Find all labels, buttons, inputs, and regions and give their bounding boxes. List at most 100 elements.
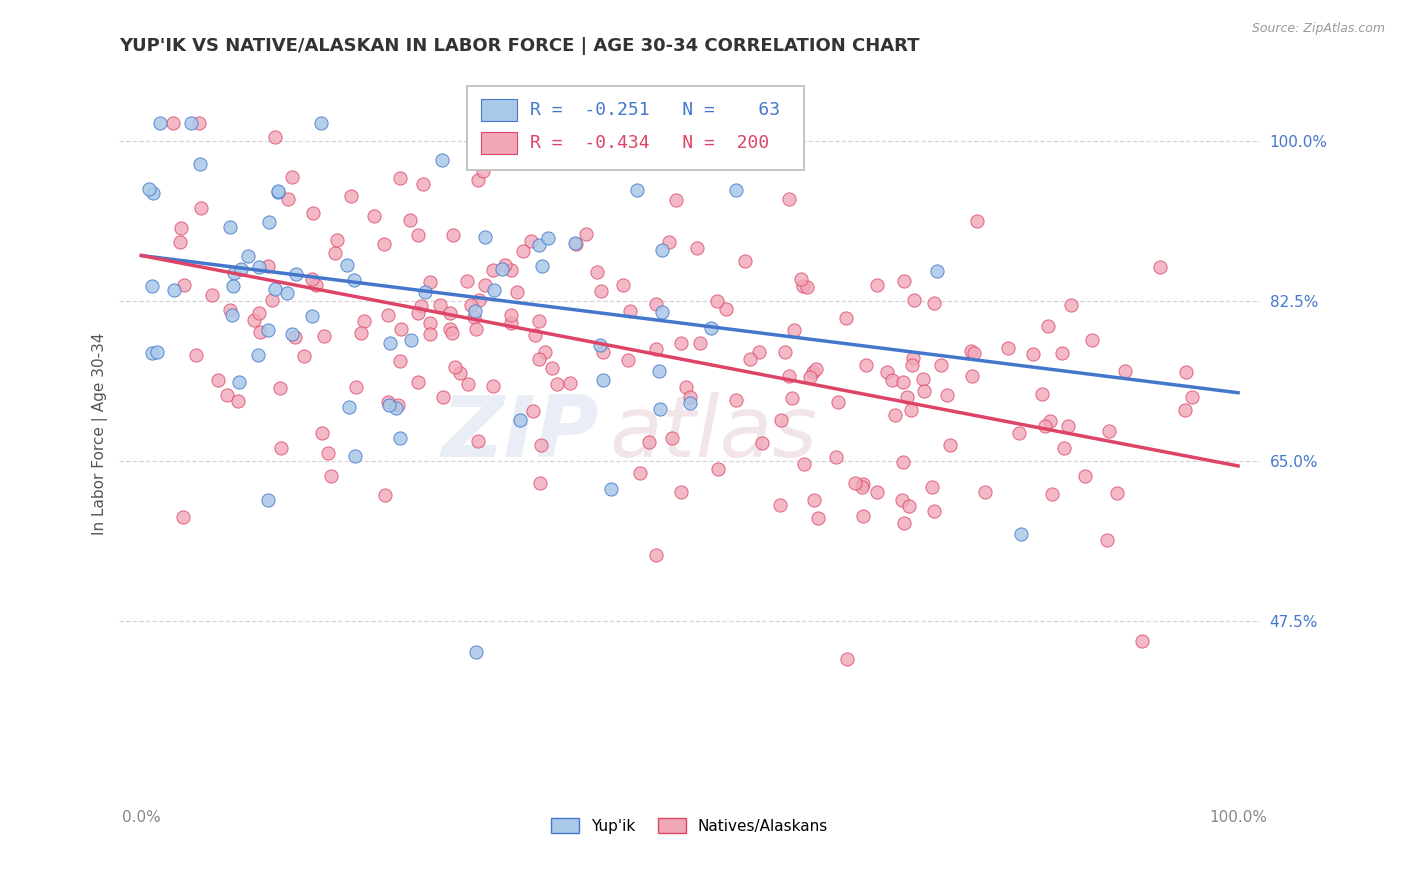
Point: [783, 323, 806, 337]
Point: [456, 274, 478, 288]
Point: [138, 182, 160, 196]
Point: [474, 277, 496, 292]
Point: [340, 188, 363, 202]
Point: [669, 485, 692, 500]
Point: [665, 193, 688, 207]
Point: [512, 244, 534, 258]
Point: [648, 402, 671, 417]
Point: [170, 221, 193, 235]
Point: [173, 277, 195, 292]
Point: [1053, 441, 1076, 455]
Point: [301, 272, 323, 286]
Point: [893, 273, 915, 287]
Point: [419, 326, 441, 341]
Point: [256, 260, 278, 274]
Point: [257, 492, 280, 507]
Point: [363, 209, 385, 223]
Point: [471, 164, 494, 178]
Point: [637, 435, 659, 450]
Point: [1095, 533, 1118, 547]
Point: [893, 516, 915, 530]
Point: [866, 485, 889, 500]
Point: [706, 293, 728, 308]
Point: [301, 205, 323, 219]
Point: [612, 277, 634, 292]
Point: [960, 368, 983, 383]
Point: [219, 220, 242, 235]
Point: [529, 314, 551, 328]
Point: [852, 509, 875, 524]
Point: [506, 285, 529, 299]
Point: [707, 461, 730, 475]
Point: [412, 177, 434, 191]
Point: [522, 404, 544, 418]
Point: [201, 288, 224, 302]
Point: [1149, 260, 1171, 274]
Point: [257, 323, 280, 337]
Point: [796, 280, 818, 294]
Point: [769, 412, 792, 426]
Point: [1114, 364, 1136, 378]
Point: [465, 645, 488, 659]
Point: [700, 320, 723, 334]
Point: [378, 398, 401, 412]
Text: ZIP: ZIP: [441, 392, 599, 475]
Point: [647, 364, 669, 378]
Point: [645, 297, 668, 311]
Point: [314, 328, 336, 343]
Point: [546, 377, 568, 392]
FancyBboxPatch shape: [481, 99, 517, 121]
Point: [801, 365, 824, 379]
Point: [844, 475, 866, 490]
Point: [222, 278, 245, 293]
Point: [628, 466, 651, 480]
Point: [1022, 347, 1045, 361]
Point: [671, 336, 693, 351]
Point: [939, 438, 962, 452]
Point: [342, 273, 364, 287]
Point: [284, 267, 307, 281]
Point: [658, 235, 681, 249]
Point: [269, 381, 291, 395]
Point: [464, 303, 486, 318]
Point: [689, 335, 711, 350]
Point: [467, 173, 489, 187]
Point: [619, 304, 641, 318]
Point: [661, 432, 683, 446]
Point: [751, 435, 773, 450]
Point: [901, 358, 924, 372]
Point: [499, 263, 522, 277]
Point: [738, 352, 761, 367]
Text: Source: ZipAtlas.com: Source: ZipAtlas.com: [1251, 22, 1385, 36]
Point: [960, 343, 983, 358]
Point: [804, 362, 827, 376]
Point: [1039, 414, 1062, 428]
Point: [377, 308, 399, 322]
Point: [267, 185, 290, 199]
Point: [789, 272, 811, 286]
Point: [1181, 390, 1204, 404]
Point: [1098, 424, 1121, 438]
Point: [560, 376, 582, 390]
Point: [541, 360, 564, 375]
Point: [645, 548, 668, 562]
Point: [301, 309, 323, 323]
Point: [148, 116, 170, 130]
Point: [897, 499, 920, 513]
Point: [651, 305, 673, 319]
Point: [1010, 527, 1032, 541]
Point: [319, 468, 342, 483]
Point: [901, 351, 924, 365]
Point: [260, 293, 283, 308]
Point: [460, 298, 482, 312]
Point: [586, 265, 609, 279]
Point: [221, 308, 243, 322]
Point: [529, 475, 551, 490]
Point: [439, 305, 461, 319]
Point: [825, 450, 848, 464]
Point: [207, 373, 229, 387]
Point: [146, 345, 169, 359]
Point: [389, 171, 412, 186]
Point: [903, 293, 925, 307]
Point: [387, 397, 409, 411]
